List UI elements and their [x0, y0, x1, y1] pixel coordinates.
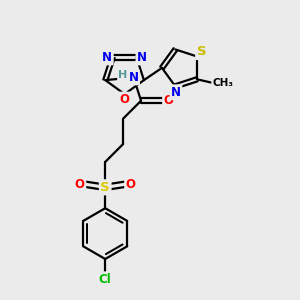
Text: N: N [129, 71, 139, 84]
Text: H: H [118, 70, 128, 80]
Text: S: S [100, 181, 110, 194]
Text: S: S [197, 46, 206, 59]
Text: N: N [171, 86, 181, 99]
Text: N: N [102, 51, 112, 64]
Text: CH₃: CH₃ [212, 78, 233, 88]
Text: O: O [120, 93, 130, 106]
Text: O: O [75, 178, 85, 191]
Text: O: O [126, 178, 136, 191]
Text: N: N [137, 51, 147, 64]
Text: O: O [164, 94, 173, 107]
Text: Cl: Cl [99, 273, 112, 286]
